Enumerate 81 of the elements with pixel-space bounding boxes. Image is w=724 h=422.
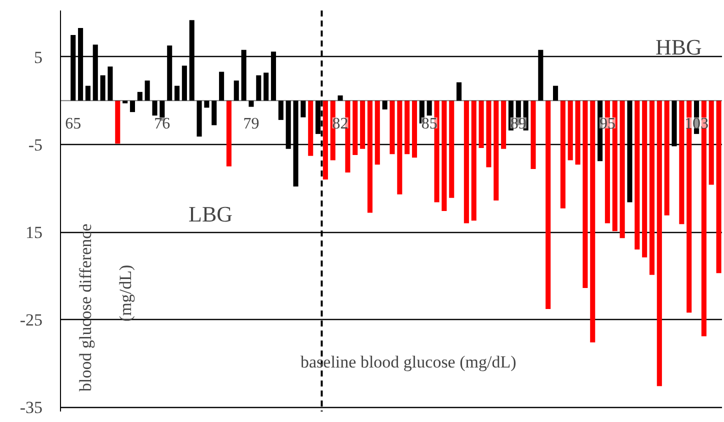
bar — [293, 100, 298, 186]
x-tick-label: 76 — [154, 115, 170, 132]
y-tick-label: -35 — [20, 398, 43, 418]
bar — [130, 100, 136, 112]
bar — [634, 100, 640, 250]
y-tick-label: -5 — [28, 135, 43, 154]
bar — [656, 100, 662, 386]
bar — [590, 100, 596, 342]
bar — [137, 92, 142, 101]
x-tick-label: 65 — [65, 115, 82, 132]
bar — [115, 100, 120, 144]
x-tick-label: 79 — [243, 115, 260, 132]
bar — [85, 86, 90, 101]
y-tick-label: 15 — [26, 223, 42, 242]
bar — [374, 100, 380, 165]
bar — [494, 100, 499, 200]
bar — [620, 100, 625, 238]
bar — [286, 100, 291, 149]
y-tick-label: -25 — [20, 310, 43, 330]
bar — [530, 100, 536, 169]
bar — [442, 100, 447, 211]
bar — [264, 72, 269, 101]
x-tick-label: 85 — [421, 115, 438, 132]
bar — [100, 75, 106, 101]
bar — [122, 100, 128, 104]
bar — [300, 100, 306, 118]
bar — [308, 100, 314, 156]
x-tick-label: 95 — [599, 115, 616, 132]
bar — [456, 82, 462, 101]
bar — [278, 100, 284, 120]
bar — [627, 100, 632, 202]
bar — [382, 100, 388, 110]
bar — [182, 66, 187, 101]
bar — [144, 80, 150, 101]
bar — [338, 95, 343, 101]
bar — [412, 100, 418, 158]
bar — [360, 100, 366, 149]
bar — [322, 100, 328, 180]
bar — [352, 100, 358, 155]
bar — [672, 100, 677, 146]
bar — [256, 75, 262, 101]
bar — [152, 100, 158, 116]
bar — [478, 100, 484, 148]
bar — [568, 100, 573, 160]
bar — [486, 100, 492, 168]
bar — [501, 100, 506, 149]
bar — [219, 72, 224, 101]
annotation: HBG — [656, 34, 702, 60]
x-tick-label: 103 — [684, 115, 709, 132]
bar — [464, 100, 469, 224]
bar — [174, 86, 180, 101]
text: blood glucose difference (mg/dL) — [76, 224, 135, 392]
bar — [226, 100, 232, 166]
bar — [560, 100, 566, 208]
bar — [552, 86, 558, 101]
bar — [234, 80, 239, 101]
bar — [426, 100, 432, 116]
bar — [196, 100, 202, 137]
bar — [367, 100, 372, 213]
y-tick-label: 5 — [34, 48, 42, 67]
bar — [649, 100, 655, 275]
bar — [449, 100, 454, 198]
bar — [679, 100, 684, 224]
bar — [575, 100, 580, 165]
bar — [397, 100, 402, 194]
bar — [708, 100, 714, 185]
bar — [404, 100, 410, 154]
bar — [204, 100, 210, 108]
bar — [546, 100, 551, 310]
annotation: LBG — [188, 202, 233, 226]
bar — [108, 66, 113, 101]
x-axis-title: baseline blood glucose (mg/dL) — [300, 352, 516, 372]
bar — [248, 100, 254, 107]
bar — [471, 100, 476, 221]
x-tick-label: 82 — [332, 115, 348, 132]
bar — [642, 100, 648, 258]
bar — [390, 100, 395, 154]
bar — [582, 100, 588, 288]
bar — [212, 100, 217, 126]
bar — [664, 100, 670, 216]
bar — [716, 100, 722, 274]
